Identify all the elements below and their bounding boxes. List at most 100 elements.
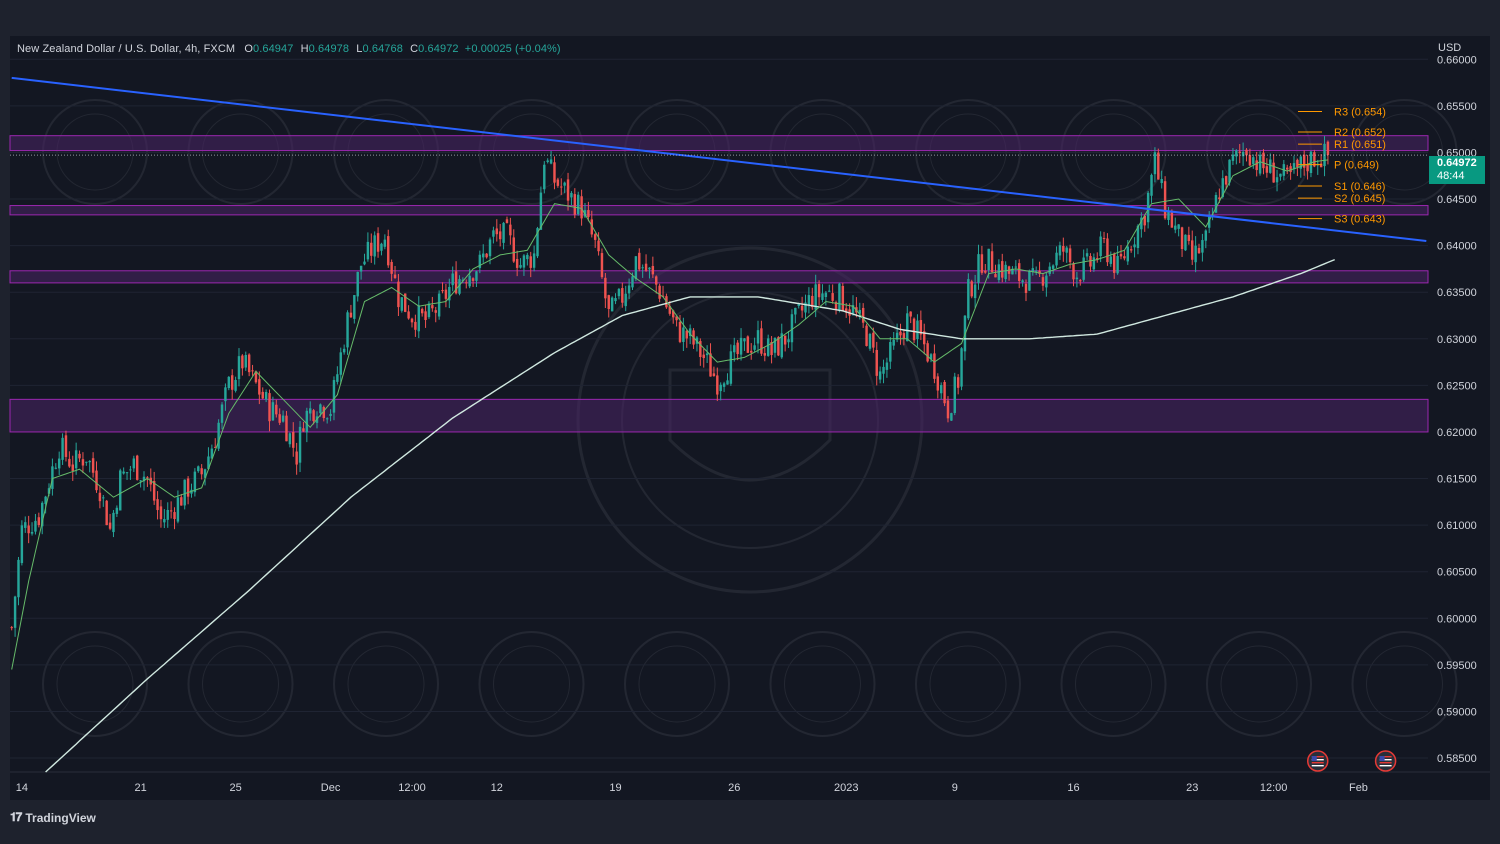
us-flag-icon [1374,750,1397,772]
candle-body [271,402,275,421]
candle-body [465,282,468,284]
candle-body [1160,179,1163,184]
candle-body [719,384,722,392]
candle-body [495,228,499,235]
candle [719,382,722,401]
candle [946,396,950,423]
candle [956,374,960,395]
candle-body [817,284,821,298]
candle [671,309,675,324]
price-zone [9,270,1429,284]
candle [851,295,855,316]
candle-body [1079,280,1082,282]
candle-body [624,293,627,307]
candle [1021,279,1024,287]
candle-body [139,480,142,482]
candle [57,451,61,476]
candle-body [1041,277,1045,286]
sma-slow-line [45,258,1335,773]
candle-body [115,507,119,514]
candle-body [119,470,122,511]
candle-body [688,328,692,337]
candle [383,234,387,250]
watermark-seal-ring [493,645,570,723]
candle [34,513,37,535]
candle [44,495,47,514]
candle-body [485,253,488,258]
candle-body [580,196,583,219]
candle [85,461,88,466]
candle [532,245,536,272]
currency-label[interactable]: USD [1438,42,1462,54]
candle [1258,151,1262,176]
candle-body [91,458,95,473]
candle-body [247,354,251,373]
price-zone [9,205,1429,216]
candle-body [512,237,515,262]
candle [878,366,882,384]
candle [71,455,74,481]
candle [1207,211,1211,234]
watermark-seal-icon [42,631,148,737]
candle [414,314,417,337]
candle-body [393,274,397,278]
candle [502,221,505,250]
candle [1082,249,1085,282]
candle-body [990,251,994,272]
candle [41,501,44,535]
candle [1302,150,1306,176]
candle-body [1207,216,1211,228]
candle [441,282,444,294]
candle-body [312,410,315,422]
candle-body [970,281,973,297]
candle [1058,241,1062,260]
price-tick-label: 0.65500 [1437,101,1477,113]
candle [790,309,794,352]
candle [953,372,956,416]
candle [1001,253,1004,283]
candle [380,242,383,256]
candle-body [261,391,264,399]
candle-body [851,305,855,314]
candle-body [994,274,997,278]
us-flag-event-1[interactable] [1306,750,1329,772]
candle-body [563,182,566,186]
candle [573,188,577,219]
candle-body [57,458,61,469]
candle-body [912,318,916,341]
candle-body [1231,154,1235,161]
candle [1011,266,1014,275]
candle [210,444,214,459]
candle-body [295,451,298,465]
candle-body [424,311,427,321]
candle [597,232,600,256]
candle-body [278,414,281,423]
candle [960,347,963,391]
candle-body [71,464,74,471]
pivot-label: S2 (0.645) [1334,193,1385,205]
candle [899,323,902,345]
candle [560,178,563,195]
candle [485,253,488,259]
candle-body [1021,280,1024,283]
candle-body [726,380,729,385]
us-flag-event-2[interactable] [1374,750,1397,772]
candle [868,332,872,351]
candle-body [597,240,600,252]
candle-body [631,276,634,288]
tradingview-brand[interactable]: 𝟏𝟕 TradingView [10,810,96,825]
candle-body [37,517,41,526]
candle [1235,149,1238,165]
watermark-seal-ring [202,645,279,723]
candle [444,283,448,308]
symbol-title[interactable]: New Zealand Dollar / U.S. Dollar, 4h, FX… [17,43,236,55]
candle-body [943,381,946,404]
candle-body [363,261,366,265]
candle [909,311,912,324]
watermark-seal-icon [1206,631,1312,737]
candle-body [797,304,800,306]
candle [356,271,359,302]
candle [159,499,163,528]
candle [135,454,139,481]
